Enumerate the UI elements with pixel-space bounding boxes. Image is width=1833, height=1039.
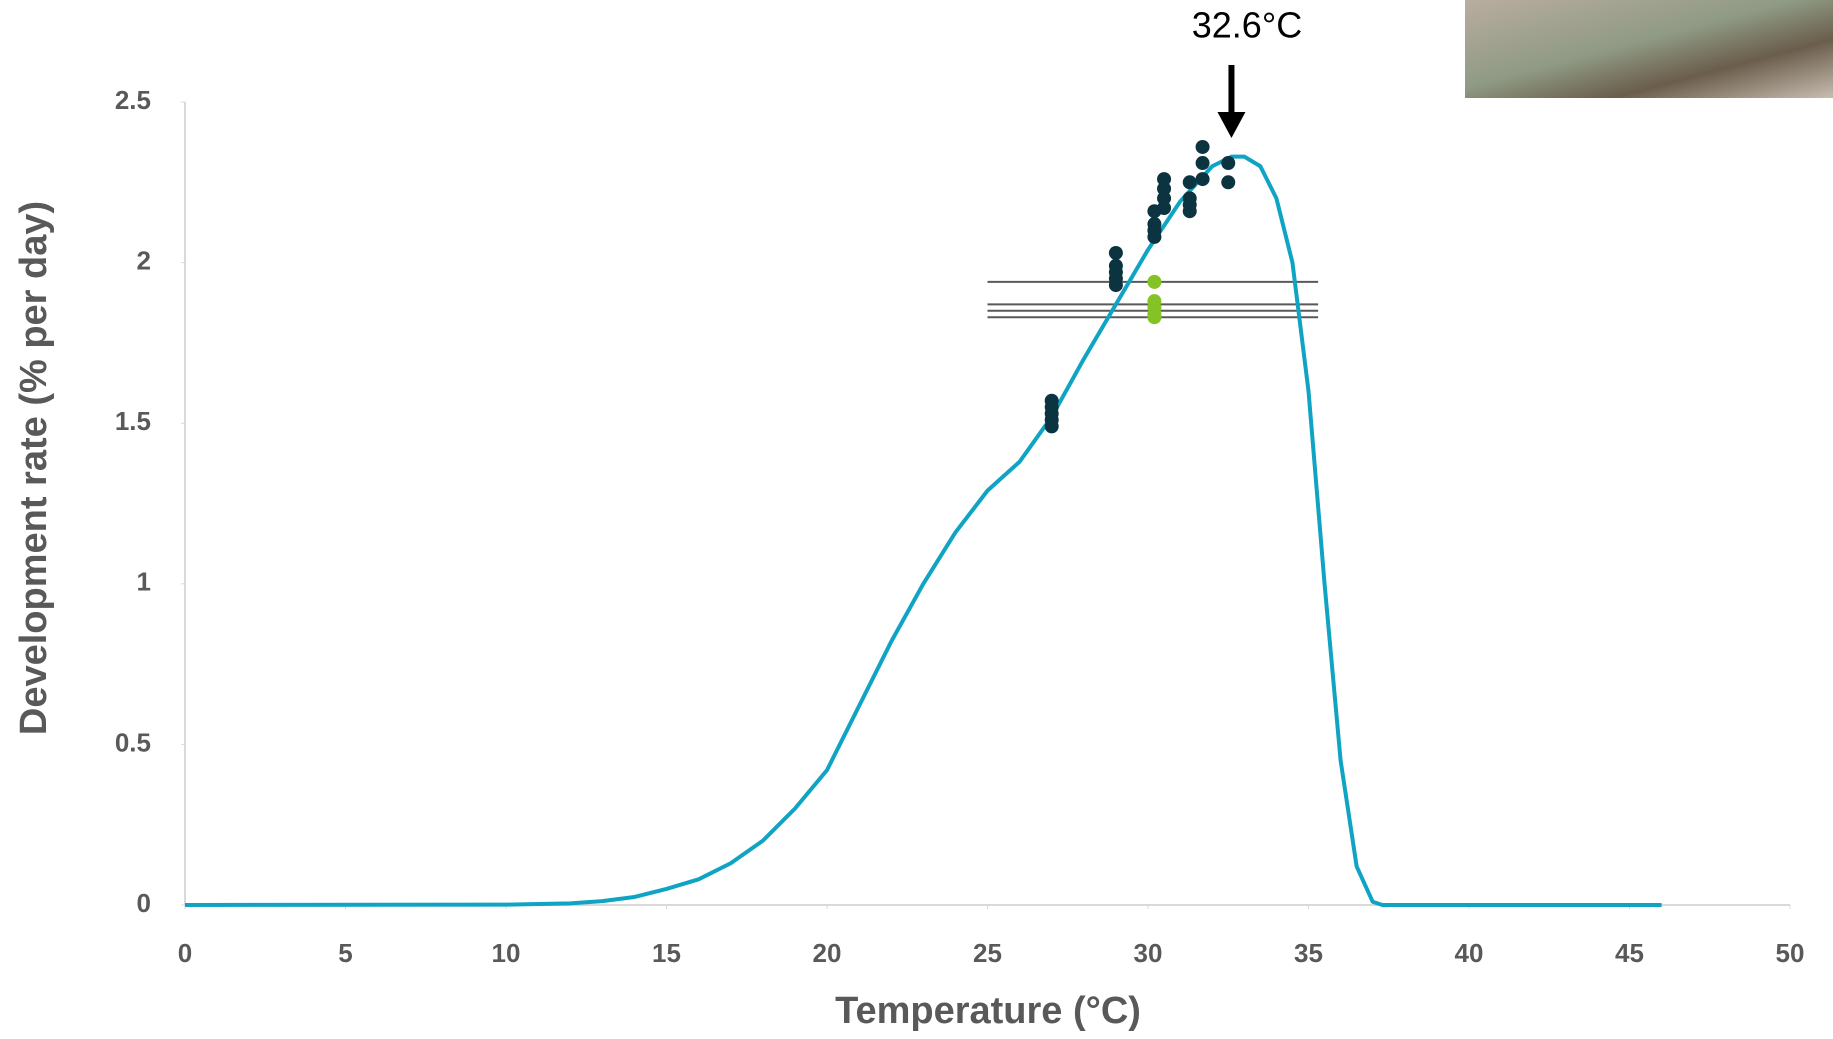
point	[1195, 139, 1210, 154]
x-tick-label: 15	[652, 938, 681, 968]
y-tick-label: 0	[137, 888, 151, 918]
x-tick-label: 20	[813, 938, 842, 968]
x-tick-label: 25	[973, 938, 1002, 968]
point	[1157, 172, 1172, 187]
x-tick-label: 10	[492, 938, 521, 968]
curve	[184, 154, 1662, 907]
point	[1157, 181, 1172, 196]
point	[1157, 200, 1172, 215]
point	[1182, 204, 1197, 219]
x-tick-label: 0	[178, 938, 192, 968]
x-tick-label: 50	[1776, 938, 1805, 968]
annotation-arrowhead	[1217, 112, 1246, 138]
x-tick-label: 40	[1455, 938, 1484, 968]
x-tick-label: 5	[338, 938, 352, 968]
photo	[1465, 0, 1833, 98]
point	[1221, 156, 1236, 171]
x-axis-title: Temperature (°C)	[835, 990, 1141, 1032]
point	[1221, 175, 1236, 190]
point	[1044, 419, 1059, 434]
x-tick-label: 45	[1615, 938, 1644, 968]
x-tick-label: 35	[1294, 938, 1323, 968]
point	[1157, 191, 1172, 206]
x-tick-label: 30	[1134, 938, 1163, 968]
y-tick-label: 1	[137, 567, 151, 597]
point	[1195, 172, 1210, 187]
y-tick-label: 0.5	[115, 727, 151, 757]
point	[1147, 274, 1162, 289]
point	[1195, 156, 1210, 171]
point	[1182, 175, 1197, 190]
point	[1147, 310, 1162, 325]
y-tick-label: 2	[137, 245, 151, 275]
y-tick-label: 1.5	[115, 406, 151, 436]
y-axis-title: Development rate (% per day)	[13, 201, 55, 735]
point	[1147, 229, 1162, 244]
y-tick-label: 2.5	[115, 85, 151, 115]
point	[1108, 278, 1123, 293]
annotation-label: 32.6°C	[1192, 5, 1302, 46]
point	[1108, 245, 1123, 260]
